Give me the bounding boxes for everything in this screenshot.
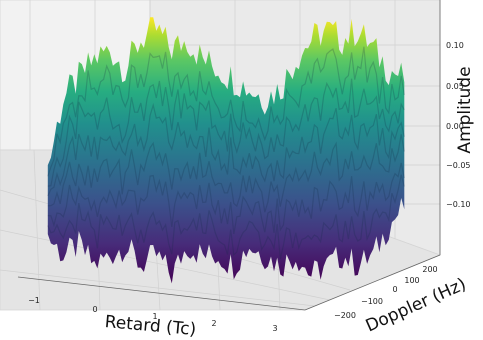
x-tick-label: 1 bbox=[152, 312, 157, 321]
z-tick-label: 0.10 bbox=[446, 41, 464, 50]
z-tick-label: 0.00 bbox=[446, 122, 464, 131]
grid-line bbox=[0, 269, 316, 307]
x-ticks: −1 0 1 2 3 bbox=[28, 296, 277, 333]
y-axis-line bbox=[304, 254, 441, 311]
surface-ridge bbox=[47, 174, 405, 260]
grid-line bbox=[33, 149, 41, 311]
y-tick-label: 0 bbox=[392, 285, 397, 294]
surface-mesh bbox=[47, 17, 405, 284]
z-ticks: 0.10 0.05 0.00 −0.05 −0.10 bbox=[446, 41, 471, 209]
surface-ridge bbox=[47, 134, 405, 213]
y-tick-label: −100 bbox=[361, 297, 383, 306]
surface-ridge bbox=[47, 78, 405, 187]
z-tick-label: 0.05 bbox=[446, 82, 464, 91]
x-tick-label: 3 bbox=[272, 324, 277, 333]
y-ticks: −200 −100 0 100 200 bbox=[334, 265, 438, 320]
z-tick-label: −0.05 bbox=[446, 161, 471, 170]
x-tick-label: −1 bbox=[28, 296, 40, 305]
x-axis-line bbox=[17, 276, 306, 311]
x-axis-title: Retard (Tc) bbox=[104, 312, 197, 340]
y-tick-label: 200 bbox=[422, 265, 437, 274]
x-tick-label: 0 bbox=[92, 305, 97, 314]
z-tick-label: −0.10 bbox=[446, 200, 471, 209]
surface-ridge bbox=[47, 46, 405, 177]
surface-body bbox=[47, 17, 405, 284]
y-tick-label: 100 bbox=[404, 276, 419, 285]
surface-ridge bbox=[47, 102, 405, 197]
z-axis-title: Amplitude bbox=[455, 66, 475, 153]
surface-ridge bbox=[47, 162, 405, 235]
y-tick-label: −200 bbox=[334, 311, 356, 320]
x-tick-label: 2 bbox=[211, 319, 216, 328]
